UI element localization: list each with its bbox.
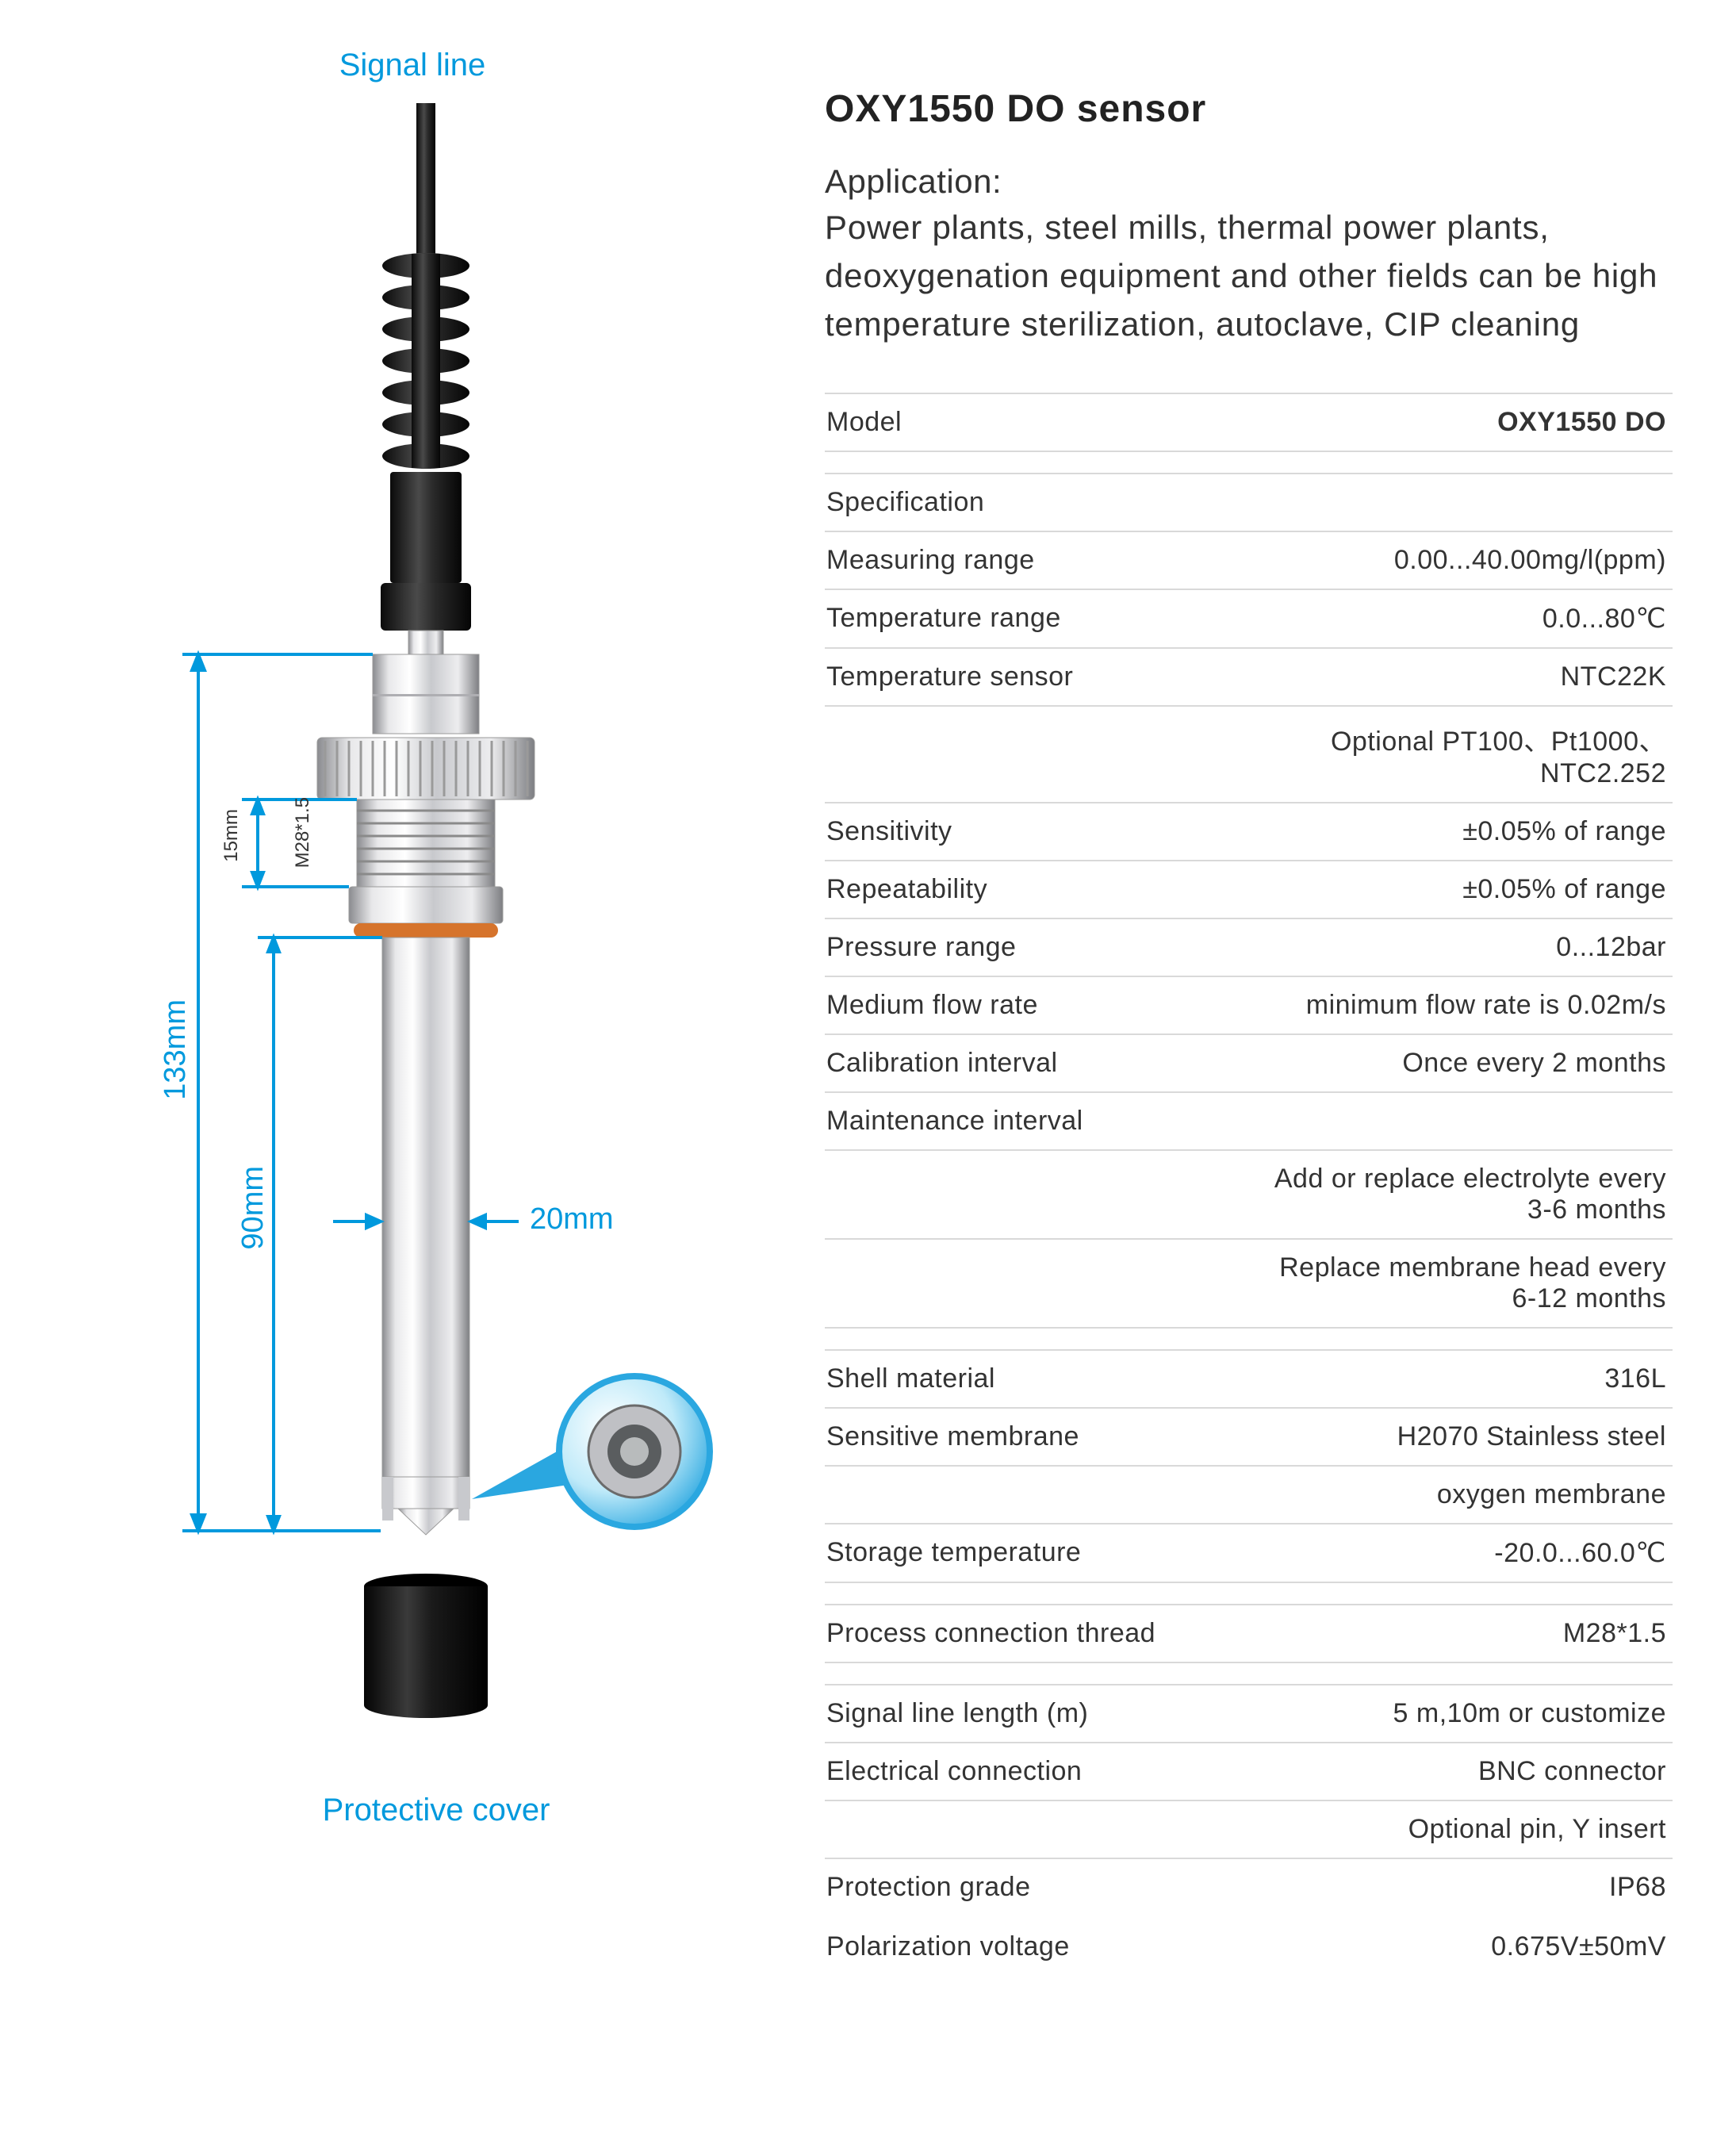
table-row: Optional pin, Y insert (825, 1800, 1673, 1858)
table-row: Signal line length (m)5 m,10m or customi… (825, 1685, 1673, 1743)
spec-value: BNC connector (1266, 1743, 1673, 1800)
table-row: ModelOXY1550 DO (825, 393, 1673, 451)
spec-value: Optional pin, Y insert (1266, 1800, 1673, 1858)
spec-label: Calibration interval (825, 1034, 1266, 1092)
protective-cover-label: Protective cover (278, 1793, 595, 1828)
diagram-column: Signal line (95, 48, 793, 2088)
spec-label: Shell material (825, 1350, 1266, 1408)
table-row: Repeatability±0.05% of range (825, 861, 1673, 918)
spec-value: oxygen membrane (1266, 1466, 1673, 1524)
spec-value: Once every 2 months (1266, 1034, 1673, 1092)
signal-line-label: Signal line (293, 48, 531, 83)
table-row: Optional PT100、Pt1000、NTC2.252 (825, 706, 1673, 803)
spec-value: 316L (1266, 1350, 1673, 1408)
text-column: OXY1550 DO sensor Application: Power pla… (793, 48, 1673, 2088)
sensor-diagram: 133mm 15mm M28*1.5 90mm 20mm (95, 103, 793, 1769)
spec-label: Temperature range (825, 589, 1266, 648)
spec-value: 0.0...80℃ (1266, 589, 1673, 648)
spec-label: Medium flow rate (825, 976, 1266, 1034)
spec-label: Polarization voltage (825, 1919, 1266, 1978)
dim-thread-spec: M28*1.5 (292, 797, 314, 868)
spec-value: Add or replace electrolyte every 3-6 mon… (1266, 1150, 1673, 1239)
spec-value (1266, 474, 1673, 531)
product-title: OXY1550 DO sensor (825, 87, 1673, 131)
table-row: Medium flow rateminimum flow rate is 0.0… (825, 976, 1673, 1034)
spec-label: Electrical connection (825, 1743, 1266, 1800)
spec-value: Optional PT100、Pt1000、NTC2.252 (1266, 706, 1673, 803)
table-row: Polarization voltage0.675V±50mV (825, 1919, 1673, 1978)
spec-value (1266, 1092, 1673, 1150)
spec-label: Pressure range (825, 918, 1266, 976)
table-row: Pressure range0...12bar (825, 918, 1673, 976)
spec-label: Signal line length (m) (825, 1685, 1266, 1743)
spec-label: Sensitivity (825, 803, 1266, 861)
spec-label (825, 1466, 1266, 1524)
spec-value: minimum flow rate is 0.02m/s (1266, 976, 1673, 1034)
spec-value: OXY1550 DO (1266, 393, 1673, 451)
spec-label: Temperature sensor (825, 648, 1266, 706)
spec-value: Replace membrane head every 6-12 months (1266, 1239, 1673, 1328)
spec-label: Repeatability (825, 861, 1266, 918)
spec-label (825, 1800, 1266, 1858)
dim-shaft: 90mm (236, 1166, 270, 1250)
spec-label: Storage temperature (825, 1524, 1266, 1582)
spec-label (825, 706, 1266, 803)
spec-value: NTC22K (1266, 648, 1673, 706)
spec-value: 0...12bar (1266, 918, 1673, 976)
application-heading: Application: (825, 163, 1673, 201)
spec-label: Process connection thread (825, 1605, 1266, 1662)
table-row: Sensitive membraneH2070 Stainless steel (825, 1408, 1673, 1466)
table-row: Add or replace electrolyte every 3-6 mon… (825, 1150, 1673, 1239)
spec-label: Protection grade (825, 1858, 1266, 1919)
spec-value: ±0.05% of range (1266, 803, 1673, 861)
dim-thread-len: 15mm (220, 809, 243, 862)
table-row: Sensitivity±0.05% of range (825, 803, 1673, 861)
spec-label: Sensitive membrane (825, 1408, 1266, 1466)
spec-value: 0.675V±50mV (1266, 1919, 1673, 1978)
table-row: Maintenance interval (825, 1092, 1673, 1150)
table-spacer (825, 1662, 1673, 1685)
spec-value: -20.0...60.0℃ (1266, 1524, 1673, 1582)
table-row: Measuring range0.00...40.00mg/l(ppm) (825, 531, 1673, 589)
table-spacer (825, 1328, 1673, 1350)
table-row: Electrical connectionBNC connector (825, 1743, 1673, 1800)
table-row: Process connection threadM28*1.5 (825, 1605, 1673, 1662)
table-row: Protection gradeIP68 (825, 1858, 1673, 1919)
spec-value: M28*1.5 (1266, 1605, 1673, 1662)
spec-label: Model (825, 393, 1266, 451)
table-row: Shell material316L (825, 1350, 1673, 1408)
table-row: Specification (825, 474, 1673, 531)
table-row: oxygen membrane (825, 1466, 1673, 1524)
spec-value: H2070 Stainless steel (1266, 1408, 1673, 1466)
dim-diameter: 20mm (530, 1202, 614, 1237)
table-spacer (825, 1582, 1673, 1605)
spec-value: IP68 (1266, 1858, 1673, 1919)
spec-label (825, 1239, 1266, 1328)
table-spacer (825, 451, 1673, 474)
spec-label: Maintenance interval (825, 1092, 1266, 1150)
application-text: Power plants, steel mills, thermal power… (825, 204, 1673, 349)
dim-overall: 133mm (159, 999, 193, 1100)
spec-label: Measuring range (825, 531, 1266, 589)
spec-value: 0.00...40.00mg/l(ppm) (1266, 531, 1673, 589)
table-row: Storage temperature-20.0...60.0℃ (825, 1524, 1673, 1582)
table-row: Calibration intervalOnce every 2 months (825, 1034, 1673, 1092)
spec-value: 5 m,10m or customize (1266, 1685, 1673, 1743)
table-row: Temperature sensorNTC22K (825, 648, 1673, 706)
spec-value: ±0.05% of range (1266, 861, 1673, 918)
table-row: Temperature range0.0...80℃ (825, 589, 1673, 648)
spec-table: ModelOXY1550 DOSpecificationMeasuring ra… (825, 393, 1673, 1978)
table-row: Replace membrane head every 6-12 months (825, 1239, 1673, 1328)
spec-label: Specification (825, 474, 1266, 531)
spec-label (825, 1150, 1266, 1239)
